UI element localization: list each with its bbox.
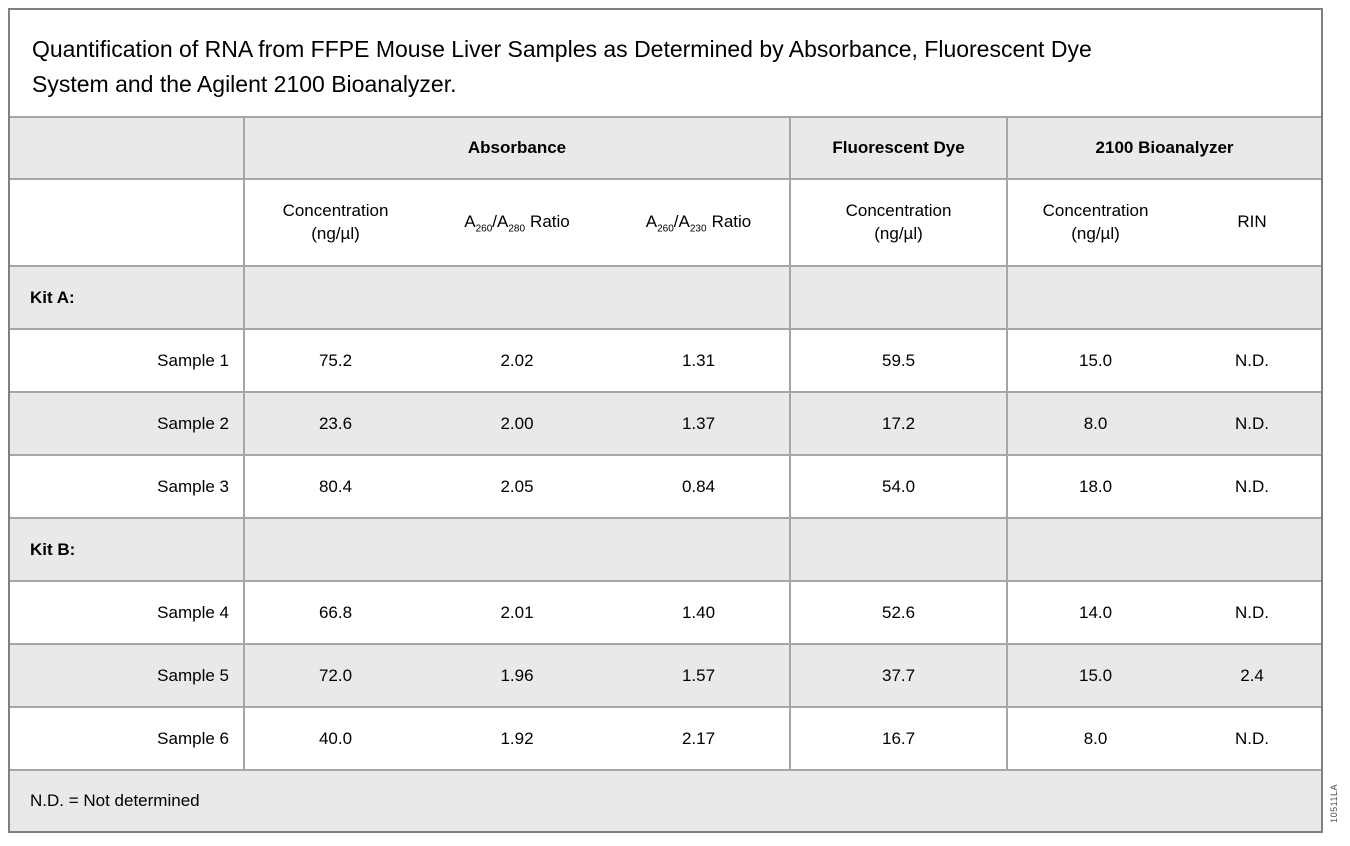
sub-header-empty-cell [10, 178, 245, 266]
ratio-260-280-value: 2.00 [426, 391, 608, 455]
title-line-1: Quantification of RNA from FFPE Mouse Li… [32, 36, 1092, 62]
kit-a-label: Kit A: [10, 265, 245, 329]
corner-empty-cell [10, 116, 245, 179]
rin-value: N.D. [1183, 328, 1322, 392]
concentration-units: (ng/µl) [874, 223, 923, 243]
title-line-2: System and the Agilent 2100 Bioanalyzer. [32, 70, 457, 97]
ratio-word: Ratio [530, 212, 570, 232]
concentration-units: (ng/µl) [1071, 223, 1120, 243]
ratio-subscript: 260 [657, 223, 674, 235]
ratio-subscript: 260 [475, 223, 493, 235]
abs-concentration-value: 75.2 [244, 328, 426, 392]
fluor-concentration-value: 59.5 [790, 328, 1009, 392]
ratio-subscript: 230 [689, 223, 707, 235]
rin-value: 2.4 [1183, 643, 1322, 707]
ratio-260-230-value: 1.57 [608, 643, 792, 707]
bio-concentration-value: 15.0 [1007, 643, 1184, 707]
ratio-base: A [497, 212, 509, 232]
ratio-260-280-value: 2.01 [426, 580, 608, 644]
group-header-bioanalyzer: 2100 Bioanalyzer [1007, 116, 1322, 179]
concentration-units: (ng/µl) [311, 223, 360, 243]
abs-concentration-value: 80.4 [244, 454, 426, 518]
ratio-260-230-value: 1.37 [608, 391, 792, 455]
kit-b-label: Kit B: [10, 517, 245, 581]
figure-title: Quantification of RNA from FFPE Mouse Li… [10, 10, 1321, 116]
ratio-260-230-value: 1.40 [608, 580, 792, 644]
ratio-base: A [464, 212, 476, 232]
ratio-260-280-value: 1.92 [426, 706, 608, 770]
rin-value: N.D. [1183, 391, 1322, 455]
bio-concentration-value: 18.0 [1007, 454, 1184, 518]
bio-concentration-value: 14.0 [1007, 580, 1184, 644]
fluor-concentration-value: 37.7 [790, 643, 1009, 707]
fluor-concentration-value: 17.2 [790, 391, 1009, 455]
ratio-word: Ratio [711, 212, 752, 232]
bio-concentration-value: 8.0 [1007, 706, 1184, 770]
header-rin: RIN [1183, 178, 1322, 266]
concentration-label: Concentration [1042, 200, 1149, 220]
figure-id-caption: 10511LA [1329, 784, 1339, 823]
header-ratio-260-280: A260/A280 Ratio [426, 178, 608, 266]
abs-concentration-value: 66.8 [244, 580, 426, 644]
ratio-slash: / [673, 212, 679, 232]
ratio-260-280-value: 1.96 [426, 643, 608, 707]
bio-concentration-value: 8.0 [1007, 391, 1184, 455]
kit-row-empty-bioanalyzer [1007, 517, 1322, 581]
bio-concentration-value: 15.0 [1007, 328, 1184, 392]
table-row-sample-5: Sample 5 72.0 1.96 1.57 37.7 15.0 2.4 [10, 643, 1322, 707]
ratio-260-230-value: 0.84 [608, 454, 792, 518]
table-row-sample-4: Sample 4 66.8 2.01 1.40 52.6 14.0 N.D. [10, 580, 1322, 644]
group-header-row: Absorbance Fluorescent Dye 2100 Bioanaly… [10, 116, 1322, 179]
group-header-absorbance: Absorbance [244, 116, 792, 179]
ratio-260-280-value: 2.05 [426, 454, 608, 518]
ratio-260-230-value: 1.31 [608, 328, 792, 392]
rin-value: N.D. [1183, 580, 1322, 644]
sub-header-row: Concentration (ng/µl) A260/A280 Ratio A26… [10, 178, 1322, 266]
table-row-sample-6: Sample 6 40.0 1.92 2.17 16.7 8.0 N.D. [10, 706, 1322, 770]
header-bio-concentration: Concentration (ng/µl) [1007, 178, 1184, 266]
concentration-label: Concentration [282, 200, 389, 220]
sample-label: Sample 6 [10, 706, 245, 770]
rna-quantification-table: Absorbance Fluorescent Dye 2100 Bioanaly… [10, 116, 1322, 831]
header-fluor-concentration: Concentration (ng/µl) [790, 178, 1009, 266]
kit-b-row: Kit B: [10, 517, 1322, 581]
rin-value: N.D. [1183, 706, 1322, 770]
sample-label: Sample 2 [10, 391, 245, 455]
table-row-sample-1: Sample 1 75.2 2.02 1.31 59.5 15.0 N.D. [10, 328, 1322, 392]
fluor-concentration-value: 54.0 [790, 454, 1009, 518]
kit-row-empty-bioanalyzer [1007, 265, 1322, 329]
kit-row-empty-fluorescent [790, 517, 1009, 581]
abs-concentration-value: 23.6 [244, 391, 426, 455]
sample-label: Sample 4 [10, 580, 245, 644]
abs-concentration-value: 40.0 [244, 706, 426, 770]
kit-row-empty-fluorescent [790, 265, 1009, 329]
figure-container: Quantification of RNA from FFPE Mouse Li… [8, 8, 1323, 833]
footnote-row: N.D. = Not determined [10, 769, 1322, 831]
table-row-sample-3: Sample 3 80.4 2.05 0.84 54.0 18.0 N.D. [10, 454, 1322, 518]
header-ratio-260-230: A260/A230 Ratio [608, 178, 792, 266]
header-abs-concentration: Concentration (ng/µl) [244, 178, 426, 266]
ratio-subscript: 280 [508, 223, 526, 235]
fluor-concentration-value: 52.6 [790, 580, 1009, 644]
kit-row-empty-absorbance [244, 265, 792, 329]
rin-value: N.D. [1183, 454, 1322, 518]
group-header-fluorescent-dye: Fluorescent Dye [790, 116, 1009, 179]
sample-label: Sample 1 [10, 328, 245, 392]
ratio-260-230-value: 2.17 [608, 706, 792, 770]
sample-label: Sample 5 [10, 643, 245, 707]
ratio-base: A [645, 212, 658, 232]
kit-row-empty-absorbance [244, 517, 792, 581]
ratio-260-280-value: 2.02 [426, 328, 608, 392]
concentration-label: Concentration [845, 200, 952, 220]
ratio-slash: / [492, 212, 498, 232]
abs-concentration-value: 72.0 [244, 643, 426, 707]
sample-label: Sample 3 [10, 454, 245, 518]
fluor-concentration-value: 16.7 [790, 706, 1009, 770]
table-row-sample-2: Sample 2 23.6 2.00 1.37 17.2 8.0 N.D. [10, 391, 1322, 455]
ratio-base: A [678, 212, 690, 232]
kit-a-row: Kit A: [10, 265, 1322, 329]
footnote-text: N.D. = Not determined [10, 769, 1322, 831]
